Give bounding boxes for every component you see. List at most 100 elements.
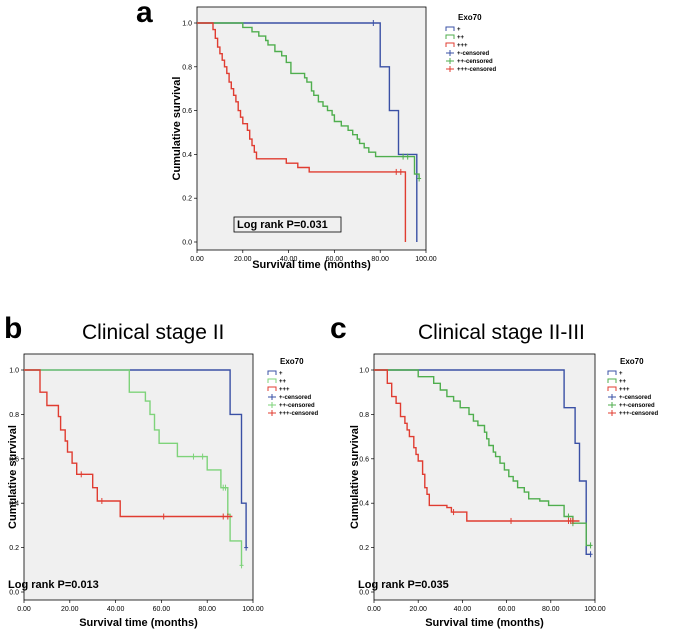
y-tick-label: 0.2 [359, 545, 369, 552]
legend-title: Exo70 [458, 13, 482, 22]
legend-label: +++-censored [457, 67, 497, 73]
x-tick-label: 40.00 [280, 256, 298, 263]
legend-swatch [267, 386, 277, 391]
censor-mark-pp [239, 562, 244, 569]
series-line-ppp [374, 369, 580, 522]
plot-area [196, 6, 427, 251]
y-tick-label: 0.8 [359, 412, 369, 419]
x-tick-label: 60.00 [326, 256, 344, 263]
x-tick-label: 100.00 [415, 256, 437, 263]
legend-swatch [267, 378, 277, 383]
legend-entry: ++-censored [268, 402, 315, 409]
series-line-pp [374, 369, 591, 547]
series-line-pp [24, 369, 243, 566]
legend-label: +++ [279, 387, 290, 393]
y-tick-label: 0.6 [9, 456, 19, 463]
legend-entry: +++-censored [608, 410, 659, 417]
y-tick-label: 0.4 [9, 501, 19, 508]
panel-c-title: Clinical stage II-III [418, 321, 585, 344]
panel-letter-a: a [136, 0, 153, 29]
legend-label: + [619, 371, 623, 377]
y-tick-label: 0.8 [182, 64, 192, 71]
log-rank-annotation: Log rank P=0.031 [237, 219, 328, 231]
censor-mark-p [371, 20, 376, 26]
x-tick-label: 100.00 [242, 606, 264, 613]
y-axis-label: Cumulative survival [171, 77, 183, 181]
x-tick-label: 80.00 [198, 606, 216, 613]
y-axis-label: Cumulative survival [7, 425, 19, 529]
legend-label: +-censored [457, 51, 490, 57]
x-tick-label: 60.00 [498, 606, 516, 613]
legend-entry: ++-censored [446, 58, 493, 65]
x-tick-label: 40.00 [454, 606, 472, 613]
censor-mark-ppp [221, 513, 226, 520]
y-tick-label: 1.0 [9, 368, 19, 375]
censor-mark-pp [405, 153, 410, 160]
x-tick-label: 80.00 [542, 606, 560, 613]
legend-swatch [445, 26, 455, 31]
plot-area [23, 353, 254, 601]
legend-entry: ++ [607, 378, 627, 385]
x-tick-label: 20.00 [234, 256, 252, 263]
series-line-ppp [24, 369, 233, 518]
legend-swatch [267, 370, 277, 375]
y-tick-label: 0.4 [359, 501, 369, 508]
x-tick-label: 0.00 [367, 606, 381, 613]
censor-mark-p [244, 544, 249, 551]
legend-label: +++ [619, 387, 630, 393]
y-tick-label: 1.0 [359, 368, 369, 375]
legend-entry: +-censored [446, 50, 490, 57]
legend-label: ++-censored [279, 403, 315, 409]
censor-mark-pp [223, 484, 228, 491]
plot-area [373, 353, 596, 601]
censor-mark-ppp [79, 471, 84, 478]
censor-mark-ppp [398, 168, 403, 175]
legend-entry: + [267, 370, 283, 377]
x-axis-label: Survival time (months) [79, 617, 198, 629]
legend-label: ++ [279, 379, 287, 385]
censor-mark-ppp [161, 513, 166, 520]
censor-mark-pp [417, 175, 422, 182]
series-line-pp [197, 22, 420, 179]
legend-label: ++-censored [457, 59, 493, 65]
legend-label: +-censored [279, 395, 312, 401]
censor-mark-p [588, 551, 593, 558]
legend-entry: ++ [445, 34, 465, 41]
series-line-ppp [197, 22, 407, 242]
y-tick-label: 0.8 [9, 412, 19, 419]
legend-entry: +++-censored [446, 66, 497, 73]
x-tick-label: 0.00 [190, 256, 204, 263]
series-line-p [24, 369, 247, 548]
x-tick-label: 0.00 [17, 606, 31, 613]
x-tick-label: 80.00 [371, 256, 389, 263]
legend-entry: +++ [607, 386, 630, 393]
y-axis-label: Cumulative survival [349, 425, 361, 529]
legend-label: + [457, 27, 461, 33]
x-tick-label: 40.00 [107, 606, 125, 613]
legend-entry: +-censored [608, 394, 652, 401]
legend-entry: ++-censored [608, 402, 655, 409]
censor-mark-ppp [451, 509, 456, 516]
legend-label: +++-censored [279, 411, 319, 417]
y-tick-label: 1.0 [182, 21, 192, 28]
censor-mark-pp [200, 453, 205, 460]
legend-swatch [607, 378, 617, 383]
censor-mark-pp [191, 453, 196, 460]
legend-label: +++ [457, 43, 468, 49]
y-tick-label: 0.0 [9, 590, 19, 597]
censor-mark-ppp [570, 517, 575, 524]
legend-title: Exo70 [280, 357, 304, 366]
legend-entry: +-censored [268, 394, 312, 401]
log-rank-annotation: Log rank P=0.035 [358, 579, 449, 591]
series-line-p [374, 369, 591, 555]
y-tick-label: 0.2 [9, 545, 19, 552]
x-axis-label: Survival time (months) [252, 259, 371, 271]
chart-panel-a: 0.0 0.2 0.4 0.6 0.8 1.0 0.00 20.00 40.00 60.00 80.… [171, 6, 497, 271]
legend-entry: +++-censored [268, 410, 319, 417]
censor-mark-ppp [394, 168, 399, 175]
log-rank-annotation: Log rank P=0.013 [8, 579, 99, 591]
legend-entry: ++ [267, 378, 287, 385]
legend-swatch [445, 42, 455, 47]
x-tick-label: 20.00 [61, 606, 79, 613]
legend-entry: + [607, 370, 623, 377]
